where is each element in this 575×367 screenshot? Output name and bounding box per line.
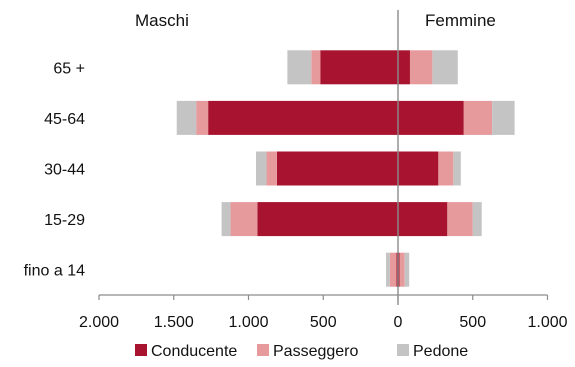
legend-label-conducente: Conducente [151, 343, 237, 360]
legend-swatch-pedone [397, 344, 409, 356]
category-label: 30-44 [44, 162, 85, 179]
x-tick-label: 1.000 [228, 314, 268, 331]
x-tick-label: 500 [310, 314, 337, 331]
category-label: 15-29 [44, 212, 85, 229]
bar-left-conducente [257, 202, 398, 237]
category-label: 65 + [53, 60, 85, 77]
right-side-label: Femmine [425, 11, 496, 30]
category-label: fino a 14 [24, 263, 85, 280]
axis-layer: 65 + 45-64 30-44 15-29 fino a 14 2.000 1.500 1.… [24, 10, 568, 331]
bar-right-passeggero [409, 50, 433, 85]
bar-left-pedone [255, 151, 267, 186]
bar-right-passeggero [463, 100, 493, 135]
legend-swatch-passeggero [257, 344, 269, 356]
bar-left-passeggero [311, 50, 321, 85]
legend-label-passeggero: Passeggero [273, 343, 358, 360]
legend-label-pedone: Pedone [413, 343, 468, 360]
bar-right-pedone [453, 151, 461, 186]
bar-right-pedone [492, 100, 515, 135]
x-tick-label: 0 [394, 314, 403, 331]
bar-left-pedone [221, 202, 231, 237]
legend-swatch-conducente [135, 344, 147, 356]
x-tick-label: 2.000 [79, 314, 119, 331]
x-tick-label: 1.500 [154, 314, 194, 331]
x-tick-label: 500 [459, 314, 486, 331]
bar-left-conducente [396, 252, 398, 287]
bar-left-conducente [208, 100, 398, 135]
bar-right-passeggero [438, 151, 454, 186]
category-label: 45-64 [44, 111, 85, 128]
bar-left-pedone [386, 252, 390, 287]
bar-right-passeggero [399, 252, 405, 287]
bar-right-conducente [398, 202, 448, 237]
bar-right-conducente [398, 151, 439, 186]
bar-right-conducente [398, 100, 464, 135]
bar-right-conducente [398, 50, 410, 85]
bars-layer [176, 50, 515, 287]
bar-left-pedone [176, 100, 197, 135]
bar-left-pedone [287, 50, 312, 85]
x-tick-label: 1.000 [527, 314, 567, 331]
bar-left-conducente [320, 50, 398, 85]
bar-left-passeggero [266, 151, 277, 186]
bar-right-conducente [398, 252, 400, 287]
bar-left-passeggero [230, 202, 258, 237]
bar-left-conducente [276, 151, 398, 186]
left-side-label: Maschi [135, 11, 189, 30]
bar-left-passeggero [196, 100, 209, 135]
bar-left-passeggero [389, 252, 397, 287]
bar-right-passeggero [447, 202, 473, 237]
bar-right-pedone [472, 202, 482, 237]
legend: Conducente Passeggero Pedone [135, 343, 468, 360]
bar-right-pedone [432, 50, 458, 85]
bar-right-pedone [404, 252, 410, 287]
